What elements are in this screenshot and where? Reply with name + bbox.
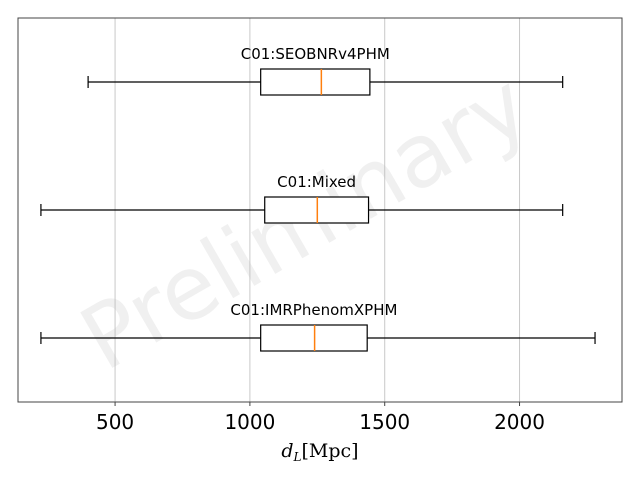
box-c01-imrphenomxphm: C01:IMRPhenomXPHM (40, 301, 596, 352)
series-label: C01:SEOBNRv4PHM (241, 45, 390, 63)
box-c01-mixed: C01:Mixed (40, 173, 564, 224)
series-label: C01:IMRPhenomXPHM (230, 301, 397, 319)
x-tick-label: 500 (96, 410, 134, 434)
x-axis-label-main: d (281, 440, 293, 462)
x-axis-label-unit: [Mpc] (302, 440, 359, 462)
boxes: C01:SEOBNRv4PHM C01:Mixed C01:IMRPhenomXPH… (40, 45, 596, 352)
x-tick-label: 1500 (359, 410, 410, 434)
box-c01-seobnrv4phm: C01:SEOBNRv4PHM (87, 45, 564, 96)
box-iqr (260, 68, 371, 96)
x-axis-label: dL[Mpc] (281, 440, 358, 464)
x-tick-label: 2000 (494, 410, 545, 434)
x-tick-label: 1000 (224, 410, 275, 434)
x-axis-label-sub: L (293, 450, 302, 464)
series-label: C01:Mixed (277, 173, 356, 191)
plot-frame (17, 17, 623, 403)
x-ticks: 500 1000 1500 2000 (96, 402, 545, 434)
